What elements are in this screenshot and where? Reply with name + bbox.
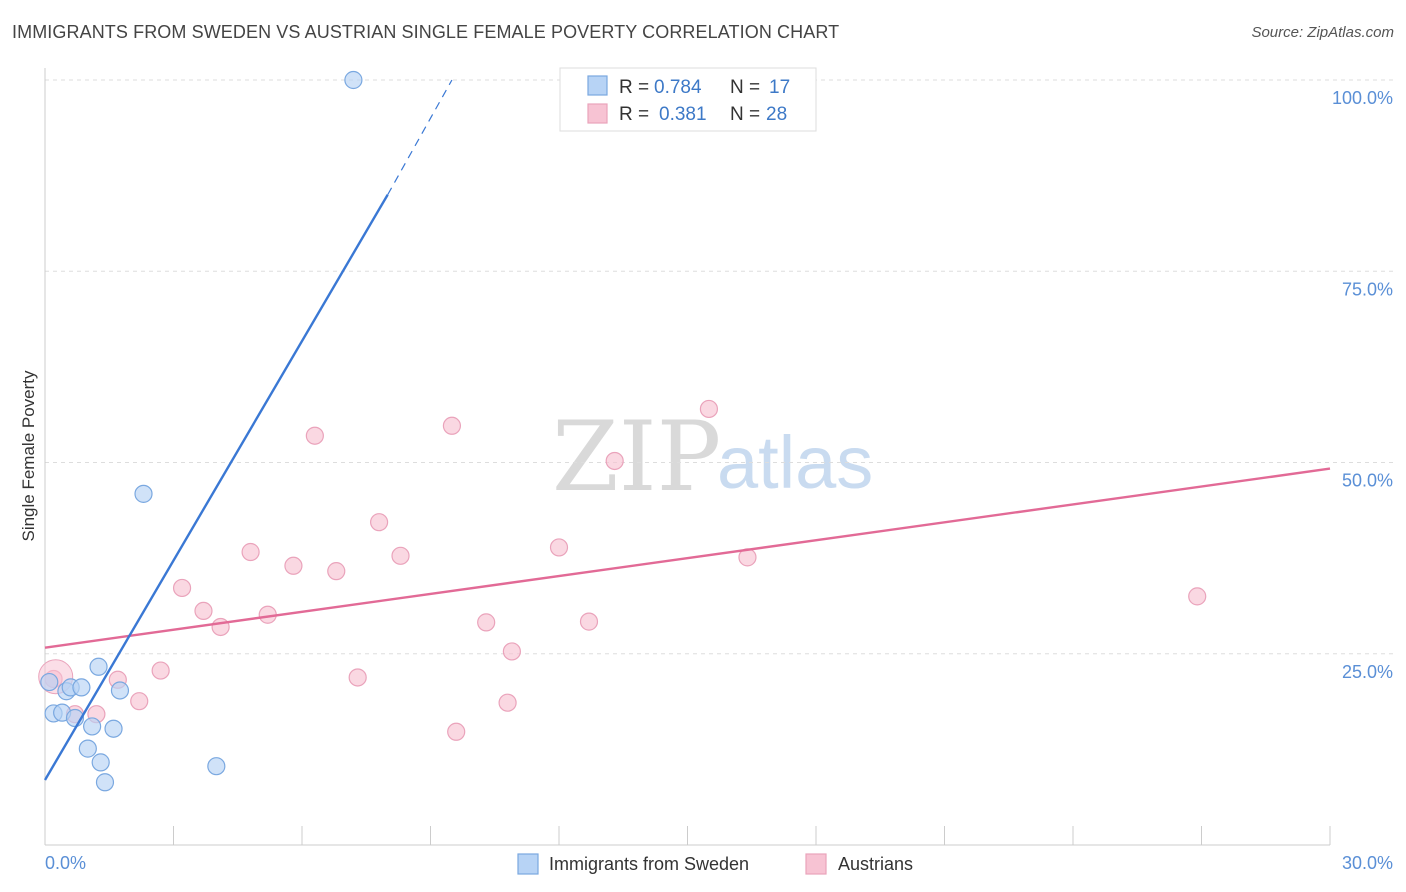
austrians-point-14	[348, 668, 367, 687]
sweden-point-0	[40, 672, 59, 692]
sweden-point-9	[91, 753, 110, 772]
austrians-point-18	[447, 722, 466, 741]
stats-n-value-blue: 17	[769, 77, 790, 98]
austrians-point-22	[549, 538, 569, 557]
stats-n-label-blue: N =	[730, 77, 760, 98]
austrians-point-24	[605, 451, 624, 471]
sweden-point-8	[83, 717, 102, 736]
sweden-point-11	[89, 657, 108, 676]
austrians-point-8	[211, 617, 230, 637]
sweden-point-7	[78, 739, 97, 758]
stats-r-label-pink: R =	[619, 104, 649, 125]
austrians-point-21	[502, 642, 521, 661]
sweden-point-6	[72, 678, 91, 697]
watermark: ZIP atlas	[552, 401, 873, 513]
austrians-trend-line	[44, 467, 1331, 649]
austrians-point-11	[284, 556, 303, 575]
legend-swatch-sweden	[517, 853, 539, 875]
x-tick-label-min: 0.0%	[45, 853, 86, 873]
gridlines	[45, 79, 1393, 655]
austrians-point-25	[699, 399, 719, 419]
legend-swatch-austrians	[805, 853, 827, 875]
austrians-point-20	[498, 693, 517, 712]
watermark-zip: ZIP	[552, 401, 721, 513]
stats-swatch-blue	[587, 75, 608, 96]
source-credit: Source: ZipAtlas.com	[1251, 24, 1394, 41]
austrians-point-4	[130, 692, 149, 711]
y-tick-label-100: 100.0%	[1332, 88, 1393, 108]
stats-n-value-pink: 28	[766, 104, 787, 125]
sweden-point-12	[104, 719, 123, 738]
sweden-point-10	[95, 773, 115, 792]
sweden-points	[40, 70, 363, 792]
sweden-point-14	[134, 484, 153, 503]
stats-r-value-pink: 0.381	[659, 104, 707, 125]
austrians-point-7	[194, 601, 213, 621]
sweden-point-13	[110, 681, 130, 700]
austrians-point-23	[579, 612, 599, 631]
sweden-point-16	[344, 70, 363, 90]
y-tick-label-75: 75.0%	[1342, 279, 1393, 299]
y-axis-label: Single Female Poverty	[19, 370, 38, 542]
chart-title: IMMIGRANTS FROM SWEDEN VS AUSTRIAN SINGL…	[12, 22, 840, 42]
austrians-point-15	[370, 513, 389, 532]
x-axis-ticks	[173, 826, 1331, 845]
austrians-point-13	[327, 562, 346, 581]
austrians-point-19	[477, 613, 496, 632]
y-tick-labels: 25.0% 50.0% 75.0% 100.0%	[1332, 88, 1393, 682]
trend-lines	[43, 79, 1331, 781]
stats-swatch-pink	[587, 103, 608, 124]
austrians-point-12	[305, 426, 324, 445]
stats-n-label-pink: N =	[730, 104, 760, 125]
stats-r-value-blue: 0.784	[654, 77, 702, 98]
sweden-point-15	[207, 757, 226, 776]
sweden-trend-line	[43, 194, 389, 781]
watermark-atlas: atlas	[717, 421, 873, 504]
legend-label-sweden: Immigrants from Sweden	[549, 854, 749, 874]
stats-box: R = 0.784 N = 17 R = 0.381 N = 28	[559, 67, 817, 132]
sweden-trend-line-extension	[387, 79, 453, 196]
austrians-point-27	[1188, 587, 1207, 606]
legend: Immigrants from Sweden Austrians	[517, 853, 913, 875]
stats-r-label-blue: R =	[619, 77, 649, 98]
y-tick-label-25: 25.0%	[1342, 662, 1393, 682]
austrians-point-6	[172, 578, 192, 598]
austrians-point-16	[391, 546, 410, 565]
y-tick-label-50: 50.0%	[1342, 471, 1393, 491]
austrians-point-9	[241, 542, 260, 562]
x-tick-label-max: 30.0%	[1342, 853, 1393, 873]
austrians-point-17	[442, 416, 462, 435]
legend-label-austrians: Austrians	[838, 854, 913, 874]
austrians-point-5	[151, 661, 170, 680]
